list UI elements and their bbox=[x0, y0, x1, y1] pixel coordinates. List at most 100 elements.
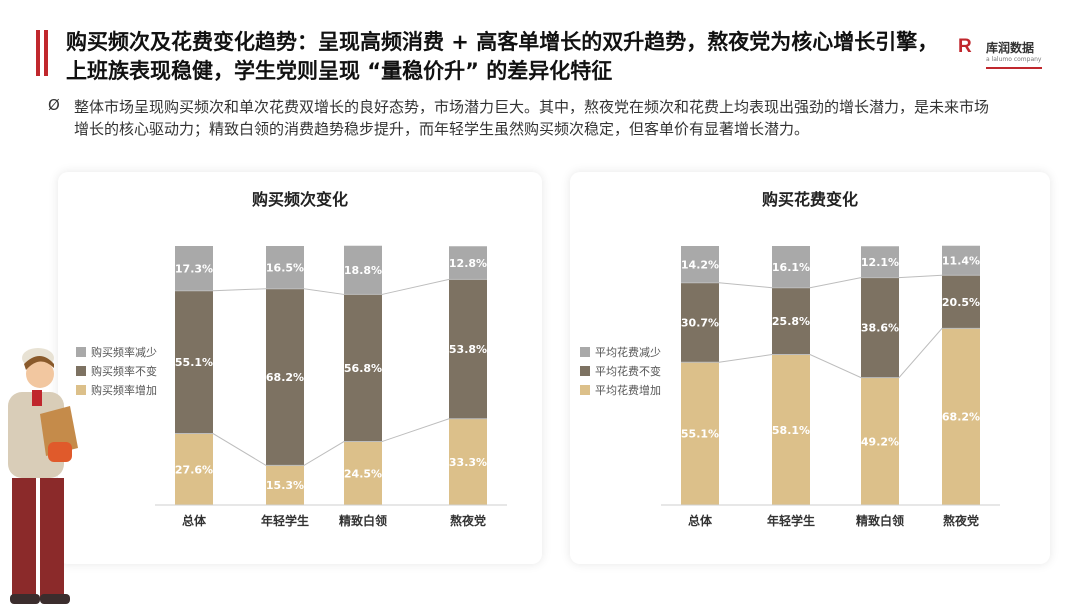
data-label: 16.1% bbox=[772, 261, 810, 274]
legend-swatch bbox=[580, 384, 590, 395]
data-label: 15.3% bbox=[266, 479, 304, 492]
bar-segment-unchanged bbox=[344, 294, 382, 442]
data-label: 58.1% bbox=[772, 424, 810, 437]
logo-subtitle: a lalumo company bbox=[986, 56, 1042, 63]
bar-segment-decrease bbox=[449, 246, 487, 280]
category-label: 总体 bbox=[688, 513, 713, 528]
bar-segment-increase bbox=[681, 362, 719, 505]
left-shoe-icon bbox=[10, 594, 40, 604]
connector-line bbox=[175, 418, 487, 466]
spending-chart-panel: 购买花费变化 55.1% 30.7% 14.2% 总体 58.1% 25.8% 16.1% 年… bbox=[570, 172, 1050, 564]
bar-segment-increase bbox=[266, 465, 304, 505]
chart-title: 购买频次变化 bbox=[251, 190, 348, 209]
bar-segment-decrease bbox=[861, 246, 899, 278]
data-label: 33.3% bbox=[449, 456, 487, 469]
data-label: 16.5% bbox=[266, 261, 304, 274]
left-leg-icon bbox=[12, 478, 36, 598]
data-label: 30.7% bbox=[681, 317, 719, 330]
data-label: 12.8% bbox=[449, 257, 487, 270]
shopper-illustration bbox=[8, 348, 78, 604]
legend-label: 购买频率不变 bbox=[91, 364, 157, 378]
company-logo: R 库润数据 a lalumo company bbox=[958, 36, 1058, 76]
bar-segment-decrease bbox=[266, 246, 304, 289]
spending-chart: 55.1% 30.7% 14.2% 总体 58.1% 25.8% 16.1% 年轻学生 49.2… bbox=[661, 245, 1000, 528]
data-label: 55.1% bbox=[681, 428, 719, 441]
bar-segment-increase bbox=[942, 328, 980, 505]
data-label: 25.8% bbox=[772, 315, 810, 328]
legend-swatch bbox=[76, 384, 86, 395]
category-label: 熬夜党 bbox=[943, 513, 979, 528]
right-shoe-icon bbox=[40, 594, 70, 604]
legend-label: 购买频率增加 bbox=[91, 383, 157, 397]
bar-segment-decrease bbox=[681, 246, 719, 283]
legend-label: 平均花费减少 bbox=[595, 345, 661, 359]
data-label: 20.5% bbox=[942, 296, 980, 309]
category-label: 总体 bbox=[182, 513, 207, 528]
bar-segment-decrease bbox=[175, 246, 213, 291]
connector-line bbox=[175, 278, 487, 295]
bar-segment-increase bbox=[861, 377, 899, 505]
data-label: 38.6% bbox=[861, 322, 899, 335]
data-label: 53.8% bbox=[449, 343, 487, 356]
data-label: 56.8% bbox=[344, 362, 382, 375]
legend-item-increase: 平均花费增加 bbox=[580, 380, 661, 399]
legend-label: 平均花费不变 bbox=[595, 364, 661, 378]
logo-mark-icon: R bbox=[958, 36, 972, 57]
frequency-legend: 购买频率减少 购买频率不变 购买频率增加 bbox=[76, 342, 157, 399]
bar-segment-unchanged bbox=[772, 287, 810, 355]
bar-segment-decrease bbox=[344, 245, 382, 295]
bar-segment-decrease bbox=[942, 245, 980, 276]
bar-segment-increase bbox=[344, 441, 382, 505]
bar-segment-unchanged bbox=[942, 275, 980, 329]
bar-segment-increase bbox=[175, 433, 213, 505]
bar-segment-increase bbox=[772, 354, 810, 505]
legend-swatch bbox=[76, 365, 86, 376]
data-label: 12.1% bbox=[861, 256, 899, 269]
data-label: 68.2% bbox=[266, 371, 304, 384]
category-label: 精致白领 bbox=[856, 513, 904, 528]
legend-swatch bbox=[580, 365, 590, 376]
chart-title: 购买花费变化 bbox=[761, 190, 858, 209]
legend-label: 平均花费增加 bbox=[595, 383, 661, 397]
category-label: 年轻学生 bbox=[261, 513, 309, 528]
legend-item-decrease: 平均花费减少 bbox=[580, 342, 661, 361]
bar-segment-unchanged bbox=[175, 290, 213, 434]
frequency-chart: 27.6% 55.1% 17.3% 总体 15.3% 68.2% 16.5% 年轻学生 24.5… bbox=[155, 245, 507, 528]
face-icon bbox=[26, 360, 54, 388]
data-label: 24.5% bbox=[344, 467, 382, 480]
legend-item-decrease: 购买频率减少 bbox=[76, 342, 157, 361]
data-label: 55.1% bbox=[175, 356, 213, 369]
legend-item-unchanged: 平均花费不变 bbox=[580, 361, 661, 380]
data-label: 11.4% bbox=[942, 255, 980, 268]
connector-line bbox=[681, 327, 980, 379]
category-label: 精致白领 bbox=[339, 513, 387, 528]
bullet-icon: Ø bbox=[48, 96, 60, 114]
data-label: 68.2% bbox=[942, 411, 980, 424]
tie-icon bbox=[32, 390, 42, 406]
bar-segment-increase bbox=[449, 418, 487, 505]
data-label: 18.8% bbox=[344, 264, 382, 277]
data-label: 17.3% bbox=[175, 262, 213, 275]
accent-bar bbox=[36, 30, 40, 76]
logo-name: 库润数据 bbox=[986, 41, 1035, 55]
spending-legend: 平均花费减少 平均花费不变 平均花费增加 bbox=[580, 342, 661, 399]
data-label: 14.2% bbox=[681, 258, 719, 271]
logo-underline bbox=[986, 67, 1042, 69]
connector-line bbox=[681, 274, 980, 289]
bar-segment-unchanged bbox=[681, 282, 719, 363]
legend-item-increase: 购买频率增加 bbox=[76, 380, 157, 399]
legend-swatch bbox=[76, 346, 86, 357]
data-label: 27.6% bbox=[175, 463, 213, 476]
frequency-chart-panel: 购买频次变化 27.6% 55.1% 17.3% 总体 15.3% 68.2% 16.5% 年… bbox=[58, 172, 542, 564]
bar-segment-unchanged bbox=[266, 288, 304, 466]
bar-segment-decrease bbox=[772, 246, 810, 288]
bar-segment-unchanged bbox=[861, 277, 899, 378]
summary-text: 整体市场呈现购买频次和单次花费双增长的良好态势，市场潜力巨大。其中，熬夜党在频次… bbox=[74, 98, 990, 138]
bag-label-icon bbox=[48, 442, 72, 462]
hair-icon bbox=[24, 356, 54, 370]
data-label: 49.2% bbox=[861, 435, 899, 448]
accent-bar bbox=[44, 30, 48, 76]
page-title: 购买频次及花费变化趋势：呈现高频消费 + 高客单增长的双升趋势，熬夜党为核心增长… bbox=[66, 30, 939, 83]
category-label: 熬夜党 bbox=[450, 513, 486, 528]
category-label: 年轻学生 bbox=[767, 513, 815, 528]
